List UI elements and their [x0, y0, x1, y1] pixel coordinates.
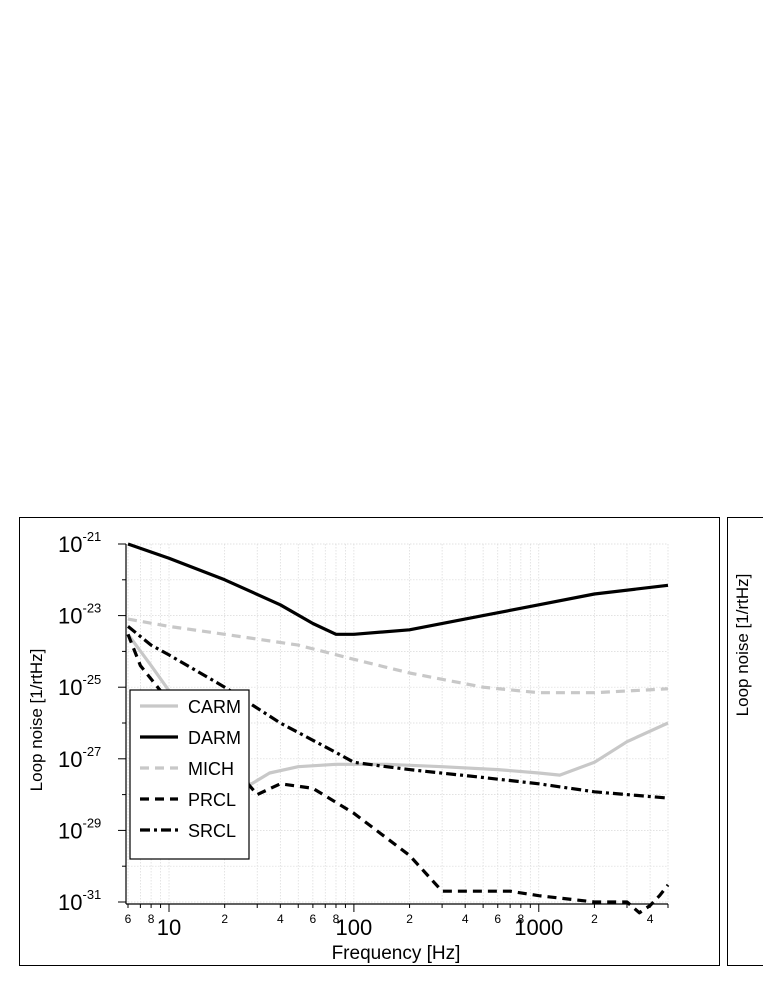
series-line-mich — [127, 617, 669, 695]
x-major-tick-label: 10 — [157, 915, 181, 940]
x-minor-tick-label: 4 — [277, 912, 284, 926]
y-tick-label: 10-29 — [58, 815, 101, 843]
x-minor-tick-label: 8 — [333, 912, 340, 926]
x-minor-tick-label: 4 — [647, 912, 654, 926]
chart-panel-left — [19, 517, 720, 966]
x-minor-tick-label: 6 — [125, 912, 132, 926]
x-minor-tick-label: 2 — [591, 912, 598, 926]
x-minor-tick-label: 4 — [462, 912, 469, 926]
series-line-srcl — [126, 625, 669, 800]
axis-layer: 6 8 2 4 6 8 2 4 6 8 2 4 10 100 1000 10-21 10-23 10-25 10-2… — [58, 529, 669, 940]
x-axis-label: Frequency [Hz] — [332, 943, 461, 964]
series-line-darm — [127, 542, 669, 636]
y-tick-label: 10-21 — [58, 529, 101, 557]
legend-label-prcl: PRCL — [188, 790, 236, 810]
y-tick-label: 10-23 — [58, 601, 101, 629]
x-minor-tick-label: 6 — [494, 912, 501, 926]
x-major-tick-label: 1000 — [514, 915, 563, 940]
y-axis-label: Loop noise [1/rtHz] — [27, 649, 46, 792]
y-tick-label: 10-27 — [58, 744, 101, 772]
x-minor-tick-label: 8 — [518, 912, 525, 926]
chart-panel-right — [727, 517, 763, 966]
legend-label-darm: DARM — [188, 728, 241, 748]
y-tick-label: 10-31 — [58, 887, 101, 915]
x-major-tick-label: 100 — [336, 915, 373, 940]
x-minor-tick-label: 8 — [148, 912, 155, 926]
legend-label-mich: MICH — [188, 759, 234, 779]
legend-label-srcl: SRCL — [188, 821, 236, 841]
x-minor-tick-label: 2 — [221, 912, 228, 926]
right-y-axis-label: Loop noise [1/rtHz] — [733, 574, 752, 717]
x-minor-tick-label: 2 — [406, 912, 413, 926]
legend: CARM DARM MICH PRCL SRCL — [129, 689, 250, 860]
y-tick-label: 10-25 — [58, 672, 101, 700]
legend-label-carm: CARM — [188, 697, 241, 717]
x-minor-tick-label: 6 — [310, 912, 317, 926]
